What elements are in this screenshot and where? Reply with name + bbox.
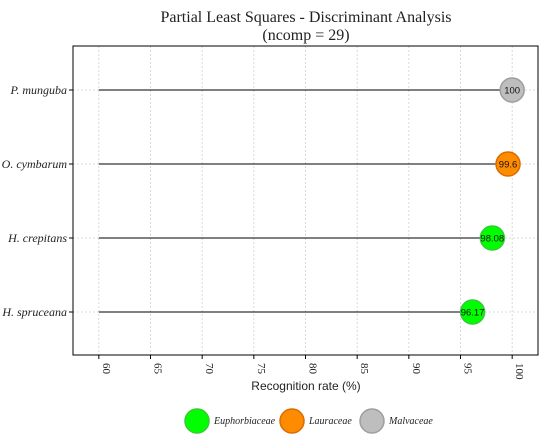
data-point bbox=[495, 151, 521, 177]
x-tick-label: 75 bbox=[255, 363, 267, 375]
legend: Euphorbiaceae Lauraceae Malvaceae bbox=[184, 408, 433, 434]
data-point bbox=[479, 225, 506, 251]
data-label: 100 bbox=[504, 86, 520, 97]
data-label: 96.17 bbox=[461, 308, 485, 319]
data-point bbox=[459, 299, 486, 325]
x-axis-label: Recognition rate (%) bbox=[251, 379, 360, 393]
x-tick-label: 90 bbox=[410, 363, 422, 375]
y-tick-label: H. crepitans bbox=[7, 231, 67, 245]
legend-swatch bbox=[279, 408, 305, 434]
data-label: 99.6 bbox=[499, 160, 518, 171]
x-tick-label: 85 bbox=[358, 363, 370, 375]
x-tick-label: 100 bbox=[513, 363, 525, 380]
x-tick-label: 60 bbox=[100, 363, 112, 375]
points: 100 99.6 98.08 96.17 bbox=[459, 77, 525, 325]
legend-swatch bbox=[359, 408, 385, 434]
chart-subtitle: (ncomp = 29) bbox=[262, 27, 349, 44]
chart-title: Partial Least Squares - Discriminant Ana… bbox=[160, 9, 451, 26]
x-tick-label: 65 bbox=[152, 363, 164, 375]
y-tick-label: P. munguba bbox=[10, 83, 67, 97]
y-tick-label: H. spruceana bbox=[1, 305, 67, 319]
x-tick-label: 70 bbox=[203, 363, 215, 375]
y-tick-label: O. cymbarum bbox=[2, 157, 68, 171]
legend-label: Malvaceae bbox=[388, 416, 433, 427]
legend-swatch bbox=[184, 408, 210, 434]
x-tick-label: 80 bbox=[307, 363, 319, 375]
stems bbox=[98, 89, 513, 313]
data-point bbox=[499, 77, 525, 103]
legend-label: Lauraceae bbox=[308, 416, 352, 427]
axes: 60 65 70 75 80 85 90 95 100 P. munguba O. cymbarum… bbox=[1, 83, 525, 380]
legend-label: Euphorbiaceae bbox=[213, 416, 276, 427]
x-tick-label: 95 bbox=[462, 363, 474, 375]
data-label: 98.08 bbox=[480, 234, 504, 245]
